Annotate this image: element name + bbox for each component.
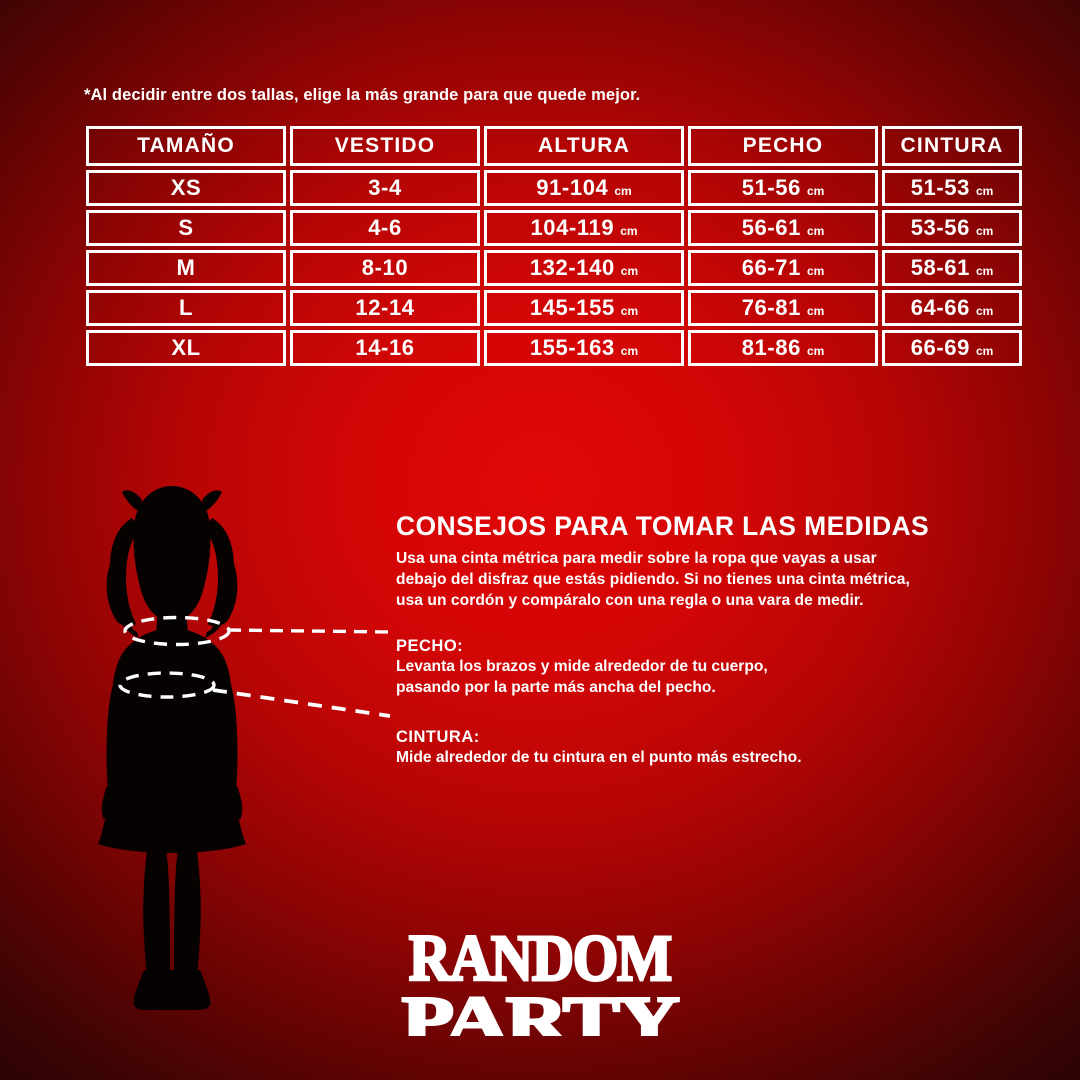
cell-waist: 64-66 cm (882, 290, 1022, 326)
column-header-waist: CINTURA (882, 126, 1022, 166)
cell-chest: 81-86 cm (688, 330, 878, 366)
chest-line-2: pasando por la parte más ancha del pecho… (396, 679, 716, 697)
tips-body: Usa una cinta métrica para medir sobre l… (396, 549, 976, 611)
value: 91-104 (536, 175, 609, 200)
cell-dress: 12-14 (290, 290, 480, 326)
cell-waist: 58-61 cm (882, 250, 1022, 286)
cell-size: XL (86, 330, 286, 366)
tips-body-line-2: debajo del disfraz que estás pidiendo. S… (396, 570, 910, 588)
value: 132-140 (529, 255, 615, 280)
chest-instructions: Levanta los brazos y mide alrededor de t… (396, 657, 976, 698)
cell-dress: 4-6 (290, 210, 480, 246)
tips-title: CONSEJOS PARA TOMAR LAS MEDIDAS (396, 511, 930, 541)
value: 51-56 (741, 175, 801, 200)
brand-logo: RANDOM PARTY (400, 928, 681, 1036)
value: 104-119 (530, 215, 615, 240)
logo-line-random: RANDOM (409, 928, 671, 995)
cell-height: 91-104 cm (484, 170, 684, 206)
cell-height: 104-119 cm (484, 210, 684, 246)
size-chart-table: TAMAÑO VESTIDO ALTURA PECHO CINTURA XS 3… (82, 122, 1026, 370)
value: 81-86 (741, 335, 801, 360)
cell-size: S (86, 210, 286, 246)
cell-dress: 14-16 (290, 330, 480, 366)
value: 64-66 (910, 295, 970, 320)
chest-line-1: Levanta los brazos y mide alrededor de t… (396, 658, 768, 676)
unit-label: cm (620, 304, 639, 318)
measuring-tips-panel: CONSEJOS PARA TOMAR LAS MEDIDAS Usa una … (396, 511, 976, 769)
value: 66-71 (741, 255, 801, 280)
value: 53-56 (910, 215, 970, 240)
cell-chest: 76-81 cm (688, 290, 878, 326)
tips-body-line-1: Usa una cinta métrica para medir sobre l… (396, 550, 877, 568)
unit-label: cm (614, 184, 632, 198)
unit-label: cm (620, 344, 639, 358)
table-row: S 4-6 104-119 cm 56-61 cm 53-56 cm (86, 210, 1022, 246)
unit-label: cm (975, 304, 994, 318)
table-row: M 8-10 132-140 cm 66-71 cm 58-61 cm (86, 250, 1022, 286)
table-row: L 12-14 145-155 cm 76-81 cm 64-66 cm (86, 290, 1022, 326)
cell-size: M (86, 250, 286, 286)
waist-label: CINTURA: (396, 727, 480, 746)
column-header-size: TAMAÑO (86, 126, 286, 166)
unit-label: cm (806, 304, 825, 318)
cell-chest: 56-61 cm (688, 210, 878, 246)
unit-label: cm (620, 224, 638, 238)
column-header-chest: PECHO (688, 126, 878, 166)
cell-height: 145-155 cm (484, 290, 684, 326)
value: 56-61 (741, 215, 801, 240)
cell-waist: 53-56 cm (882, 210, 1022, 246)
logo-line-party: PARTY (402, 983, 679, 1036)
unit-label: cm (806, 184, 825, 198)
cell-dress: 8-10 (290, 250, 480, 286)
value: 66-69 (910, 335, 970, 360)
unit-label: cm (975, 184, 994, 198)
unit-label: cm (975, 344, 994, 358)
cell-size: XS (86, 170, 286, 206)
cell-height: 132-140 cm (484, 250, 684, 286)
unit-label: cm (975, 224, 994, 238)
unit-label: cm (620, 264, 639, 278)
cell-chest: 66-71 cm (688, 250, 878, 286)
value: 145-155 (529, 295, 615, 320)
waist-instructions: Mide alrededor de tu cintura en el punto… (396, 748, 976, 769)
unit-label: cm (806, 344, 825, 358)
column-header-height: ALTURA (484, 126, 684, 166)
value: 51-53 (910, 175, 970, 200)
cell-size: L (86, 290, 286, 326)
cell-dress: 3-4 (290, 170, 480, 206)
unit-label: cm (806, 264, 825, 278)
cell-waist: 51-53 cm (882, 170, 1022, 206)
table-row: XL 14-16 155-163 cm 81-86 cm 66-69 cm (86, 330, 1022, 366)
table-header-row: TAMAÑO VESTIDO ALTURA PECHO CINTURA (86, 126, 1022, 166)
cell-waist: 66-69 cm (882, 330, 1022, 366)
value: 155-163 (529, 335, 615, 360)
column-header-dress: VESTIDO (290, 126, 480, 166)
chest-instruction-block: PECHO: Levanta los brazos y mide alreded… (396, 637, 976, 698)
chest-label: PECHO: (396, 637, 464, 656)
table-row: XS 3-4 91-104 cm 51-56 cm 51-53 cm (86, 170, 1022, 206)
sizing-footnote: *Al decidir entre dos tallas, elige la m… (84, 86, 641, 104)
unit-label: cm (806, 224, 825, 238)
tips-body-line-3: usa un cordón y compáralo con una regla … (396, 591, 864, 609)
value: 76-81 (741, 295, 801, 320)
cell-chest: 51-56 cm (688, 170, 878, 206)
value: 58-61 (910, 255, 970, 280)
waist-line-1: Mide alrededor de tu cintura en el punto… (396, 748, 802, 766)
waist-instruction-block: CINTURA: Mide alrededor de tu cintura en… (396, 728, 976, 769)
cell-height: 155-163 cm (484, 330, 684, 366)
unit-label: cm (975, 264, 994, 278)
